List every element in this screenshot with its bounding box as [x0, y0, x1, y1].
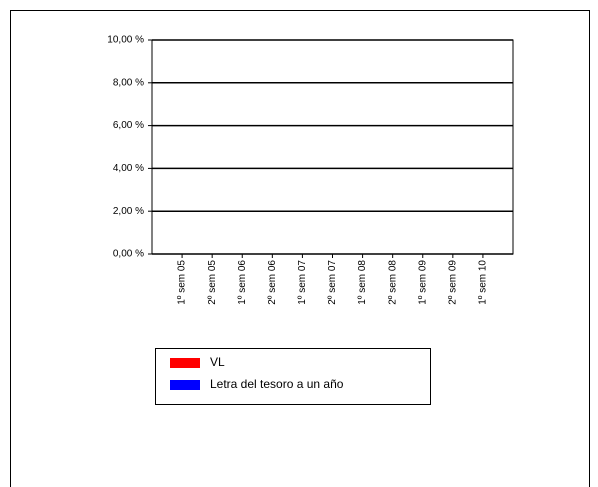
legend-label: Letra del tesoro a un año — [210, 377, 344, 391]
y-tick-label: 8,00 % — [113, 77, 144, 88]
x-tick-label: 1º sem 09 — [417, 260, 428, 305]
legend-box — [155, 348, 431, 405]
x-tick-label: 1º sem 06 — [237, 260, 248, 305]
x-tick-label: 1º sem 08 — [357, 260, 368, 305]
x-tick-label: 2º sem 08 — [387, 260, 398, 305]
x-tick-label: 1º sem 05 — [177, 260, 188, 305]
x-tick-label: 2º sem 09 — [447, 260, 458, 305]
y-tick-label: 0,00 % — [113, 249, 144, 260]
x-tick-label: 2º sem 07 — [327, 260, 338, 305]
x-tick-label: 1º sem 07 — [297, 260, 308, 305]
legend-label: VL — [210, 355, 225, 369]
x-tick-label: 2º sem 05 — [207, 260, 218, 305]
y-tick-label: 10,00 % — [107, 35, 144, 46]
y-tick-label: 2,00 % — [113, 206, 144, 217]
x-tick-label: 1º sem 10 — [478, 260, 489, 305]
legend-swatch — [170, 358, 200, 368]
x-tick-label: 2º sem 06 — [267, 260, 278, 305]
y-tick-label: 6,00 % — [113, 120, 144, 131]
legend-swatch — [170, 380, 200, 390]
y-tick-label: 4,00 % — [113, 163, 144, 174]
plot-area — [151, 39, 514, 255]
